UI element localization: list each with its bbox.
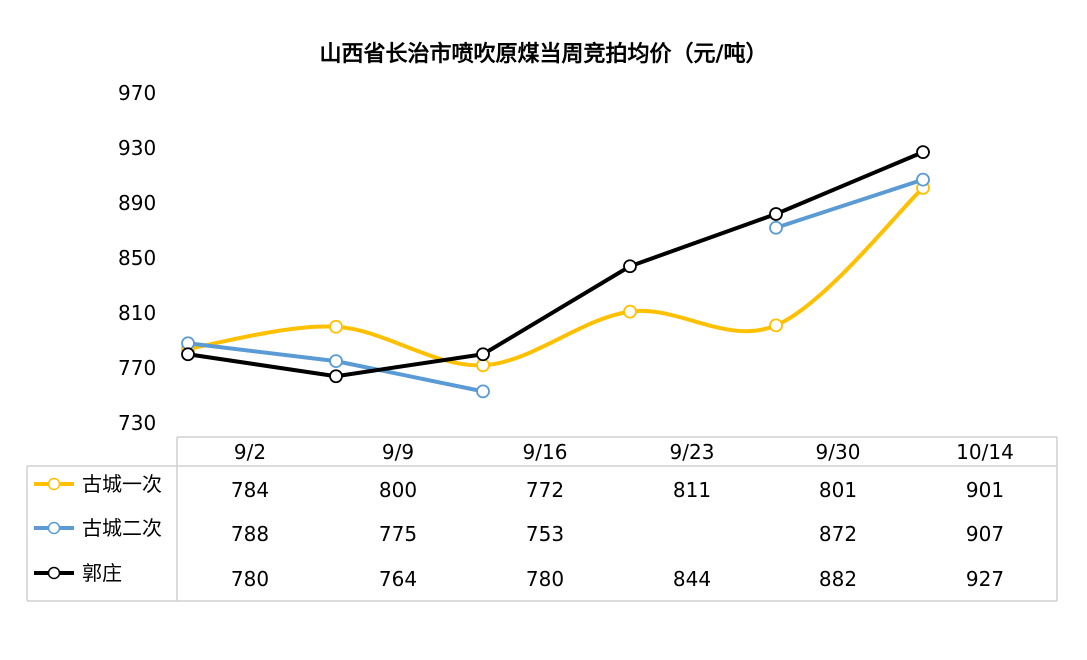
table-cell-value: 872 [819,522,857,546]
table-cell-value: 775 [379,522,417,546]
table-cell-value: 800 [379,478,417,502]
table-cell-value: 844 [673,567,711,591]
y-tick-label: 810 [118,301,156,325]
series-line [186,185,925,368]
data-point [916,172,930,187]
data-point [769,318,783,333]
legend-label: 古城一次 [82,472,162,496]
table-cell-value: 780 [526,567,564,591]
y-tick-label: 850 [118,246,156,270]
table-cell-value: 811 [673,478,711,502]
table-cell-value: 788 [231,522,269,546]
x-category-label: 9/2 [234,440,266,464]
table-cell-value: 882 [819,567,857,591]
x-category-label: 9/9 [382,440,414,464]
data-point [476,384,490,399]
legend-label: 郭庄 [82,561,122,585]
y-tick-label: 930 [118,136,156,160]
data-point [623,304,637,319]
data-point [769,220,783,235]
data-point [329,319,343,334]
table-cell-value: 907 [966,522,1004,546]
table-cell-value: 927 [966,567,1004,591]
data-point [329,369,343,384]
chart-title: 山西省长治市喷吹原煤当周竞拍均价（元/吨） [319,42,768,67]
y-tick-label: 770 [118,356,156,380]
x-category-label: 9/23 [670,440,715,464]
data-point [329,354,343,369]
table-cell-value: 801 [819,478,857,502]
table-cell-value: 784 [231,478,269,502]
data-table: 9/2 9/9 9/16 9/23 9/30 10/14 古城一次 784 800 772 811 8… [26,436,1058,602]
legend-label: 古城二次 [82,516,162,540]
legend-marker [47,566,61,580]
y-tick-label: 890 [118,191,156,215]
plot-lines [181,145,930,399]
data-point [769,207,783,221]
table-cell-value: 780 [231,567,269,591]
legend-marker [47,521,61,535]
y-tick-label: 970 [118,81,156,105]
x-category-label: 9/30 [816,440,861,464]
data-point [623,259,637,274]
legend-marker [47,477,61,491]
x-category-label: 10/14 [956,440,1014,464]
y-axis: 970 930 890 850 810 770 730 [118,81,156,435]
table-cell-value: 901 [966,478,1004,502]
table-cell-value: 764 [379,567,417,591]
data-point [181,347,195,362]
data-point [476,347,490,362]
y-tick-label: 730 [118,411,156,435]
series-line [186,150,925,379]
series-line [774,177,925,230]
table-cell-value: 753 [526,522,564,546]
table-cell-value: 772 [526,478,564,502]
data-point [916,145,930,160]
x-category-label: 9/16 [523,440,568,464]
